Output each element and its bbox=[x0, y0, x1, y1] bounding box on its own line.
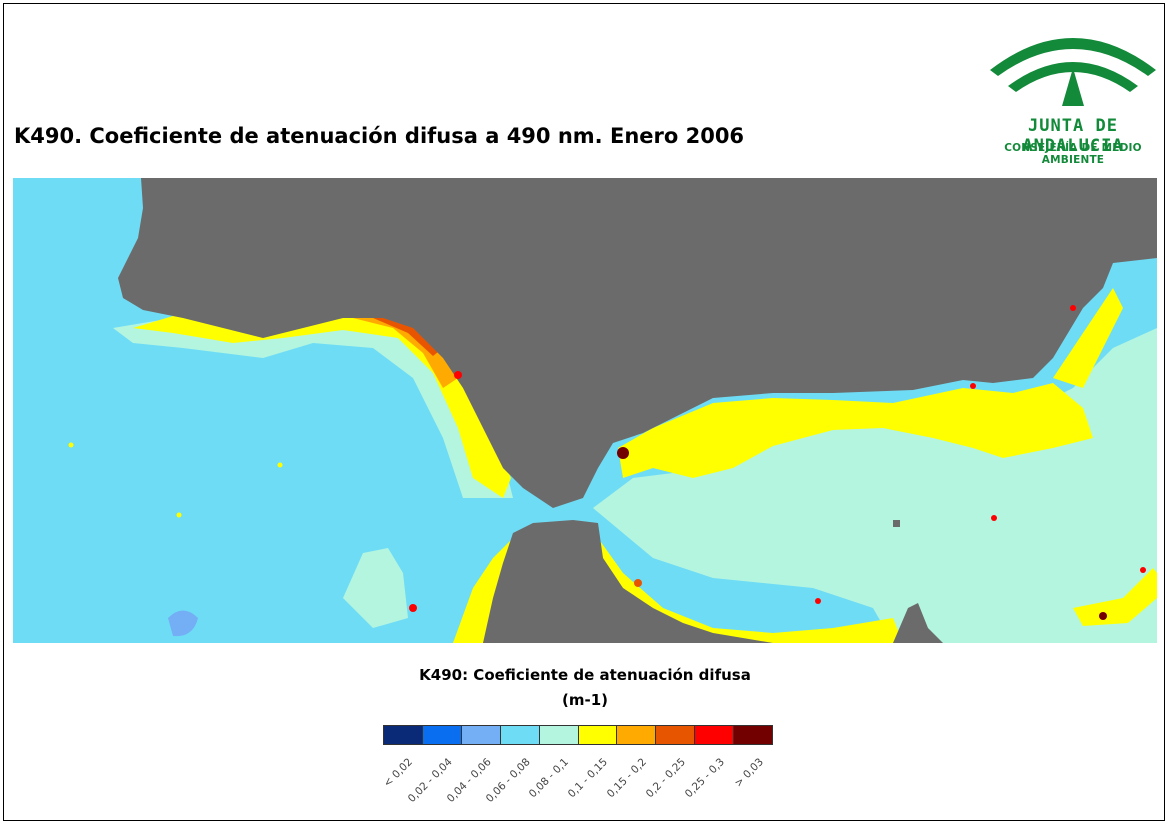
logo-name: JUNTA DE ANDALUCIA bbox=[1022, 116, 1124, 156]
legend-swatch bbox=[578, 726, 618, 744]
map-title: K490. Coeficiente de atenuación difusa a… bbox=[14, 124, 745, 148]
legend-class-label: 0,25 - 0,3 bbox=[682, 756, 727, 801]
legend-unit: (m-1) bbox=[561, 691, 608, 709]
legend-class-label: 0,1 - 0,15 bbox=[565, 756, 610, 801]
iberian-landmass bbox=[118, 178, 1157, 508]
hotspot bbox=[68, 442, 74, 448]
offshore-light-patch bbox=[343, 548, 408, 628]
legend-class-label: 0,15 - 0,2 bbox=[604, 756, 649, 801]
offshore-blue-patch bbox=[168, 610, 198, 637]
legend-swatch bbox=[384, 726, 423, 744]
hotspot bbox=[1140, 567, 1146, 573]
hotspot bbox=[277, 462, 283, 468]
hotspot bbox=[634, 579, 642, 587]
legend-title: K490: Coeficiente de atenuación difusa bbox=[419, 666, 751, 684]
eastern-yellow-band bbox=[1053, 288, 1123, 388]
junta-de-andalucia-logo: JUNTA DE ANDALUCIA CONSEJERÍA DE MEDIO A… bbox=[984, 14, 1162, 166]
legend-color-scale bbox=[383, 725, 773, 745]
hotspot bbox=[815, 598, 821, 604]
moroccan-landmass-cape bbox=[893, 603, 943, 643]
k490-map bbox=[13, 178, 1157, 643]
hotspot bbox=[454, 371, 462, 379]
atlantic-yellow-band bbox=[133, 300, 511, 498]
mediterranean-light-zone bbox=[593, 328, 1157, 643]
legend-swatch bbox=[539, 726, 579, 744]
legend-swatch bbox=[461, 726, 501, 744]
legend-class-label: 0,2 - 0,25 bbox=[643, 756, 688, 801]
legend-swatch bbox=[656, 726, 696, 744]
legend-swatch bbox=[695, 726, 735, 744]
hotspot bbox=[970, 383, 976, 389]
hotspot bbox=[1099, 612, 1107, 620]
hotspot bbox=[409, 604, 417, 612]
legend-swatch bbox=[617, 726, 657, 744]
hotspot bbox=[1070, 305, 1076, 311]
legend-class-label: > 0,03 bbox=[731, 756, 766, 790]
hotspot bbox=[991, 515, 997, 521]
junta-logo-emblem-icon bbox=[990, 38, 1156, 106]
logo-subtitle: CONSEJERÍA DE MEDIO AMBIENTE bbox=[1004, 142, 1142, 166]
moroccan-landmass-west bbox=[483, 520, 773, 643]
hotspot bbox=[617, 447, 629, 459]
moroccan-med-yellow-band bbox=[598, 538, 903, 643]
legend-swatch bbox=[422, 726, 462, 744]
eastern-south-yellow-band bbox=[1073, 568, 1157, 626]
legend-swatch bbox=[734, 726, 773, 744]
legend-class-label: < 0,02 bbox=[380, 756, 415, 790]
legend-swatch bbox=[500, 726, 540, 744]
legend-labels: < 0,02 0,02 - 0,04 0,04 - 0,06 0,06 - 0,08 0… bbox=[380, 748, 773, 818]
map-frame bbox=[3, 3, 1165, 821]
atlantic-coastal-light-band bbox=[113, 306, 513, 498]
legend-class-label: 0,08 - 0,1 bbox=[526, 756, 571, 801]
mediterranean-yellow-band bbox=[618, 383, 1093, 478]
hotspot bbox=[176, 512, 182, 518]
land-pixel bbox=[893, 520, 900, 527]
